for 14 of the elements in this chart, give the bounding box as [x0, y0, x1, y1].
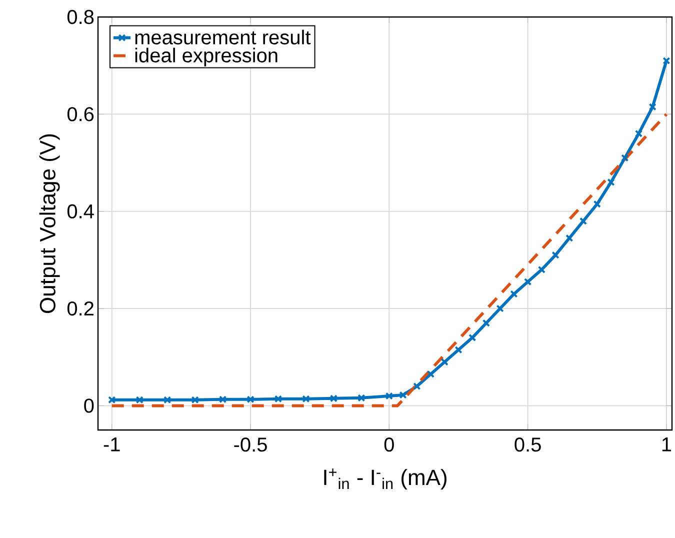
y-axis-title: Output Voltage (V)	[39, 134, 60, 313]
y-tick-label: 0.2	[67, 301, 94, 316]
x-tick-label: -0.5	[234, 438, 267, 452]
x-tick-label: 1	[662, 438, 672, 452]
legend-label: measurement result	[135, 30, 311, 44]
legend-label: ideal expression	[135, 48, 278, 66]
x-tick-label: 0	[384, 438, 394, 452]
x-tick-label: 0.5	[514, 438, 541, 452]
y-tick-label: 0.4	[67, 204, 94, 218]
y-tick-label: 0.8	[67, 10, 94, 24]
y-tick-label: 0	[84, 398, 94, 413]
x-tick-label: -1	[104, 438, 120, 452]
x-axis-title: I$^{+}$$_{in}$ - I$^{-}$$_{in}$ (mA)	[324, 468, 446, 490]
y-tick-label: 0.6	[67, 107, 94, 122]
